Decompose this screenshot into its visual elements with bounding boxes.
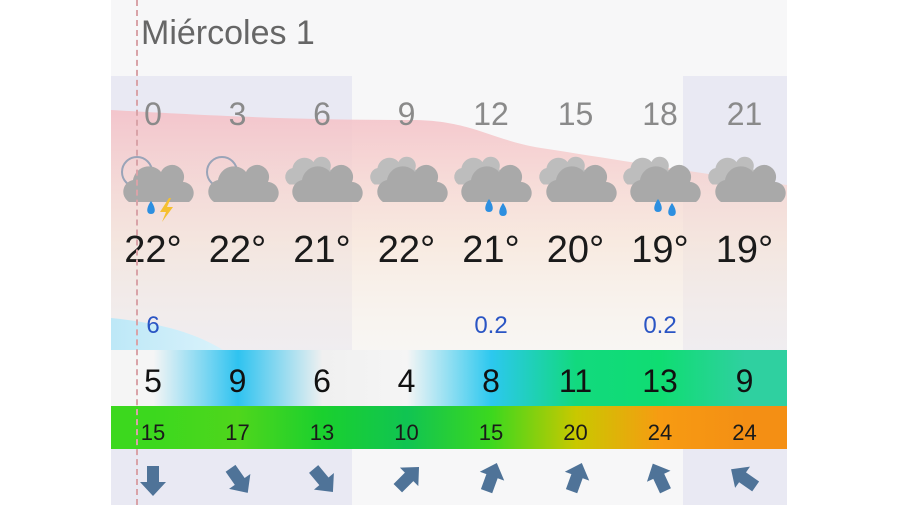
forecast-hour: 9	[397, 96, 416, 132]
forecast-wind-speed: 5	[144, 363, 162, 399]
wind-direction-arrow-icon	[730, 466, 759, 492]
forecast-wind-gust: 20	[563, 420, 588, 445]
forecast-wind-gust: 24	[732, 420, 757, 445]
forecast-wind-speed: 8	[482, 363, 500, 399]
forecast-hour: 12	[473, 96, 509, 132]
forecast-temperature: 19°	[715, 229, 774, 271]
forecast-temperature: 22°	[124, 229, 182, 271]
cloudy-icon	[707, 156, 786, 202]
forecast-hour: 3	[228, 96, 247, 132]
forecast-precipitation: 0.2	[474, 312, 508, 339]
cloudy-icon	[538, 156, 617, 202]
cloudy-icon	[285, 156, 363, 202]
forecast-temperature: 22°	[208, 229, 267, 271]
wind-direction-arrow-icon	[564, 463, 589, 494]
wind-direction-arrow-icon	[646, 463, 671, 494]
cloudy-rain-icon	[454, 156, 532, 216]
forecast-wind-gust: 17	[225, 420, 250, 445]
forecast-wind-gust: 24	[647, 420, 673, 445]
day-title: Miércoles 1	[141, 14, 315, 52]
forecast-wind-speed: 11	[558, 363, 593, 399]
forecast-hour: 15	[557, 96, 594, 132]
forecast-hour: 0	[144, 96, 162, 132]
forecast-temperature: 20°	[546, 229, 605, 271]
wind-direction-arrow-icon	[479, 463, 505, 494]
forecast-temperature: 21°	[462, 229, 520, 271]
forecast-panel: Miércoles 1 0 22° 6 5 15 3 22° 9 17 6 21° 6 13 9 22° 4 1…	[111, 0, 787, 505]
wind-direction-arrow-icon	[309, 465, 334, 493]
forecast-wind-speed: 9	[228, 363, 247, 399]
forecast-wind-gust: 15	[478, 420, 504, 445]
forecast-temperature: 21°	[293, 229, 351, 271]
wind-direction-arrow-icon	[393, 466, 419, 493]
cloudy-icon	[369, 156, 448, 202]
background-bands	[111, 110, 787, 350]
rain-band	[111, 318, 223, 350]
forecast-temperature: 19°	[631, 229, 689, 271]
temperature-band	[111, 110, 787, 350]
forecast-precipitation: 6	[146, 312, 160, 339]
forecast-wind-gust: 13	[309, 420, 335, 445]
current-time-line	[136, 0, 138, 505]
forecast-wind-gust: 15	[140, 420, 166, 445]
forecast-wind-speed: 6	[313, 363, 331, 399]
wind-direction-arrow-icon	[140, 466, 166, 496]
forecast-wind-speed: 4	[397, 363, 416, 399]
forecast-temperature: 22°	[377, 229, 436, 271]
cloudy-rain-icon	[623, 156, 701, 216]
forecast-wind-speed: 9	[735, 363, 754, 399]
forecast-hour: 21	[726, 96, 763, 132]
wind-speed-row	[111, 350, 787, 406]
wind-gust-row	[111, 406, 787, 449]
forecast-wind-speed: 13	[642, 363, 678, 399]
night-cloud-icon	[205, 156, 279, 202]
forecast-wind-gust: 10	[394, 420, 419, 445]
forecast-hour: 18	[642, 96, 678, 132]
wind-direction-arrow-icon	[225, 464, 250, 493]
forecast-hour: 6	[313, 96, 331, 132]
night-cloud-thunder-rain-icon	[121, 156, 194, 222]
forecast-precipitation: 0.2	[643, 312, 677, 339]
